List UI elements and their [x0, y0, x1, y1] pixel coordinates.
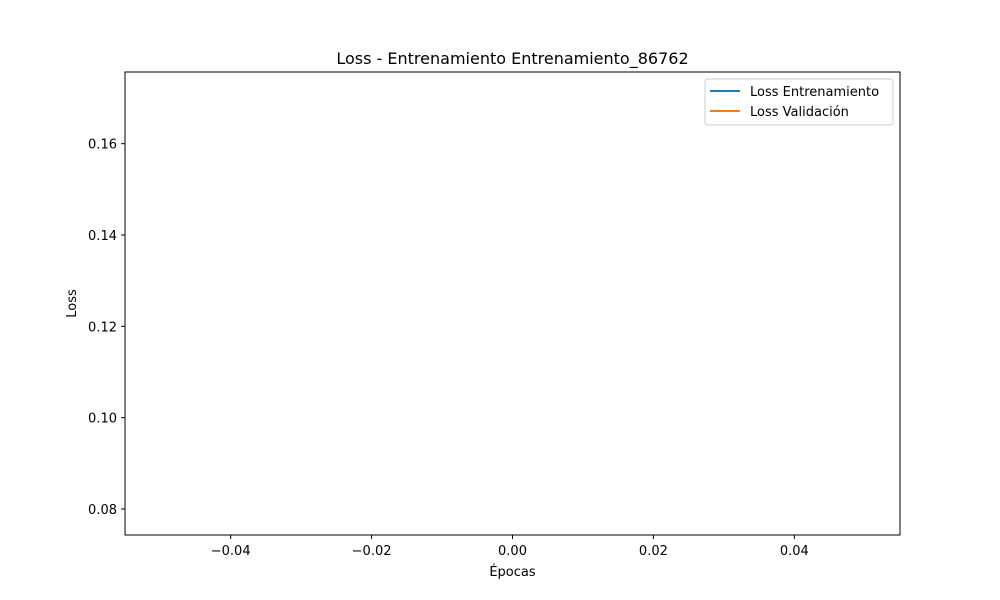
y-axis-ticks: 0.08 0.10 0.12 0.14 0.16	[88, 138, 125, 518]
legend-label-loss-validacion: Loss Validación	[750, 105, 849, 120]
x-axis-label: Épocas	[489, 564, 536, 580]
x-tick-label: −0.02	[352, 544, 392, 559]
x-tick-label: −0.04	[211, 544, 251, 559]
chart-title: Loss - Entrenamiento Entrenamiento_86762	[336, 49, 688, 69]
x-tick-label: 0.02	[639, 544, 668, 559]
legend-label-loss-entrenamiento: Loss Entrenamiento	[750, 85, 879, 100]
plot-area	[125, 72, 900, 535]
x-axis-ticks: −0.04 −0.02 0.00 0.02 0.04	[211, 535, 809, 559]
y-tick-label: 0.12	[88, 320, 117, 335]
y-tick-label: 0.16	[88, 138, 117, 153]
y-axis-label: Loss	[65, 289, 80, 318]
y-tick-label: 0.10	[88, 412, 117, 427]
plot-frame	[124, 71, 901, 536]
x-tick-label: 0.04	[780, 544, 809, 559]
legend-box	[704, 78, 894, 126]
y-tick-label: 0.08	[88, 503, 117, 518]
plot-background	[125, 72, 900, 535]
legend: Loss Entrenamiento Loss Validación	[704, 78, 894, 126]
x-tick-label: 0.00	[498, 544, 527, 559]
y-tick-label: 0.14	[88, 229, 117, 244]
